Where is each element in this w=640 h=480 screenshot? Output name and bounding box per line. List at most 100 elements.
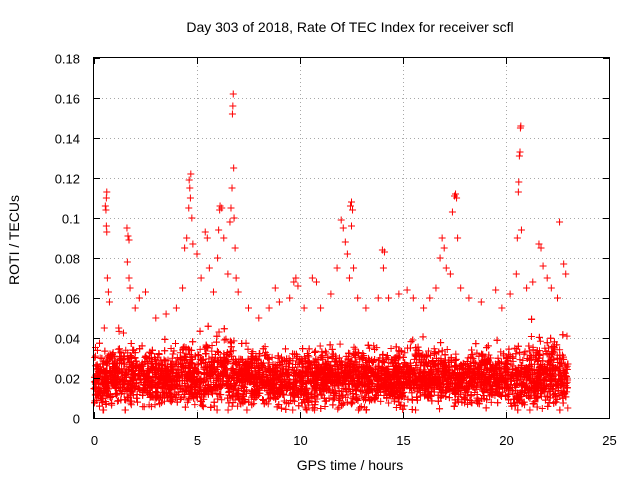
band-point: [377, 397, 385, 405]
band-point: [93, 346, 101, 354]
band-point: [387, 344, 395, 352]
band-point: [425, 347, 433, 355]
band-point: [516, 348, 524, 356]
band-point: [302, 405, 310, 413]
band-point: [112, 391, 120, 399]
band-point: [443, 346, 451, 354]
band-point: [277, 404, 285, 412]
band-point: [208, 341, 216, 349]
band-point: [385, 399, 393, 407]
band-point: [526, 406, 534, 414]
band-point: [511, 344, 519, 352]
band-point: [205, 381, 213, 389]
band-point: [477, 350, 485, 358]
band-point: [278, 353, 286, 361]
band-point: [516, 356, 524, 364]
band-point: [213, 338, 221, 346]
band-point: [401, 349, 409, 357]
band-point: [300, 353, 308, 361]
band-point: [415, 347, 423, 355]
band-point: [199, 403, 207, 411]
band-point: [527, 333, 535, 341]
band-point: [316, 342, 324, 350]
band-point: [563, 365, 571, 373]
band-point: [350, 343, 358, 351]
band-point: [289, 406, 297, 414]
band-point: [122, 346, 130, 354]
band-point: [475, 400, 483, 408]
band-point: [339, 400, 347, 408]
band-point: [123, 385, 131, 393]
band-point: [321, 347, 329, 355]
band-point: [433, 354, 441, 362]
band-point: [177, 360, 185, 368]
band-point: [162, 357, 170, 365]
band-point: [220, 325, 228, 333]
band-point: [191, 401, 199, 409]
band-point: [220, 336, 228, 344]
band-point: [445, 394, 453, 402]
band-point: [214, 395, 222, 403]
band-point: [395, 347, 403, 355]
band-point: [514, 342, 522, 350]
band-point: [223, 394, 231, 402]
band-point: [536, 337, 544, 345]
band-point: [392, 403, 400, 411]
band-point: [526, 347, 534, 355]
band-point: [400, 402, 408, 410]
band-point: [428, 397, 436, 405]
band-point: [197, 356, 205, 364]
band-point: [472, 359, 480, 367]
band-point: [195, 351, 203, 359]
band-point: [218, 396, 226, 404]
band-point: [378, 358, 386, 366]
band-point: [213, 332, 221, 340]
band-point: [196, 345, 204, 353]
band-point: [351, 351, 359, 359]
band-point: [114, 345, 122, 353]
band-point: [151, 401, 159, 409]
band-point: [464, 400, 472, 408]
band-point: [227, 343, 235, 351]
band-point: [120, 365, 128, 373]
data-points: [90, 90, 572, 414]
band-point: [278, 369, 286, 377]
band-point: [339, 392, 347, 400]
band-point: [147, 382, 155, 390]
band-point: [229, 347, 237, 355]
band-point: [204, 322, 212, 330]
band-point: [140, 403, 148, 411]
band-point: [133, 398, 141, 406]
band-point: [391, 357, 399, 365]
band-point: [365, 344, 373, 352]
band-point: [101, 347, 109, 355]
band-point: [125, 358, 133, 366]
band-point: [557, 360, 565, 368]
band-point: [168, 354, 176, 362]
band-point: [454, 396, 462, 404]
band-point: [113, 397, 121, 405]
band-point: [116, 345, 124, 353]
band-point: [543, 339, 551, 347]
band-point: [291, 397, 299, 405]
band-point: [545, 399, 553, 407]
band-point: [342, 393, 350, 401]
band-point: [335, 387, 343, 395]
band-point: [519, 398, 527, 406]
band-point: [545, 358, 553, 366]
band-point: [409, 336, 417, 344]
band-point: [379, 357, 387, 365]
band-point: [225, 399, 233, 407]
band-point: [311, 347, 319, 355]
band-point: [366, 395, 374, 403]
band-point: [189, 338, 197, 346]
band-point: [434, 366, 442, 374]
band-point: [354, 397, 362, 405]
band-point: [460, 394, 468, 402]
band-point: [494, 399, 502, 407]
band-point: [487, 398, 495, 406]
band-point: [519, 356, 527, 364]
band-point: [176, 354, 184, 362]
